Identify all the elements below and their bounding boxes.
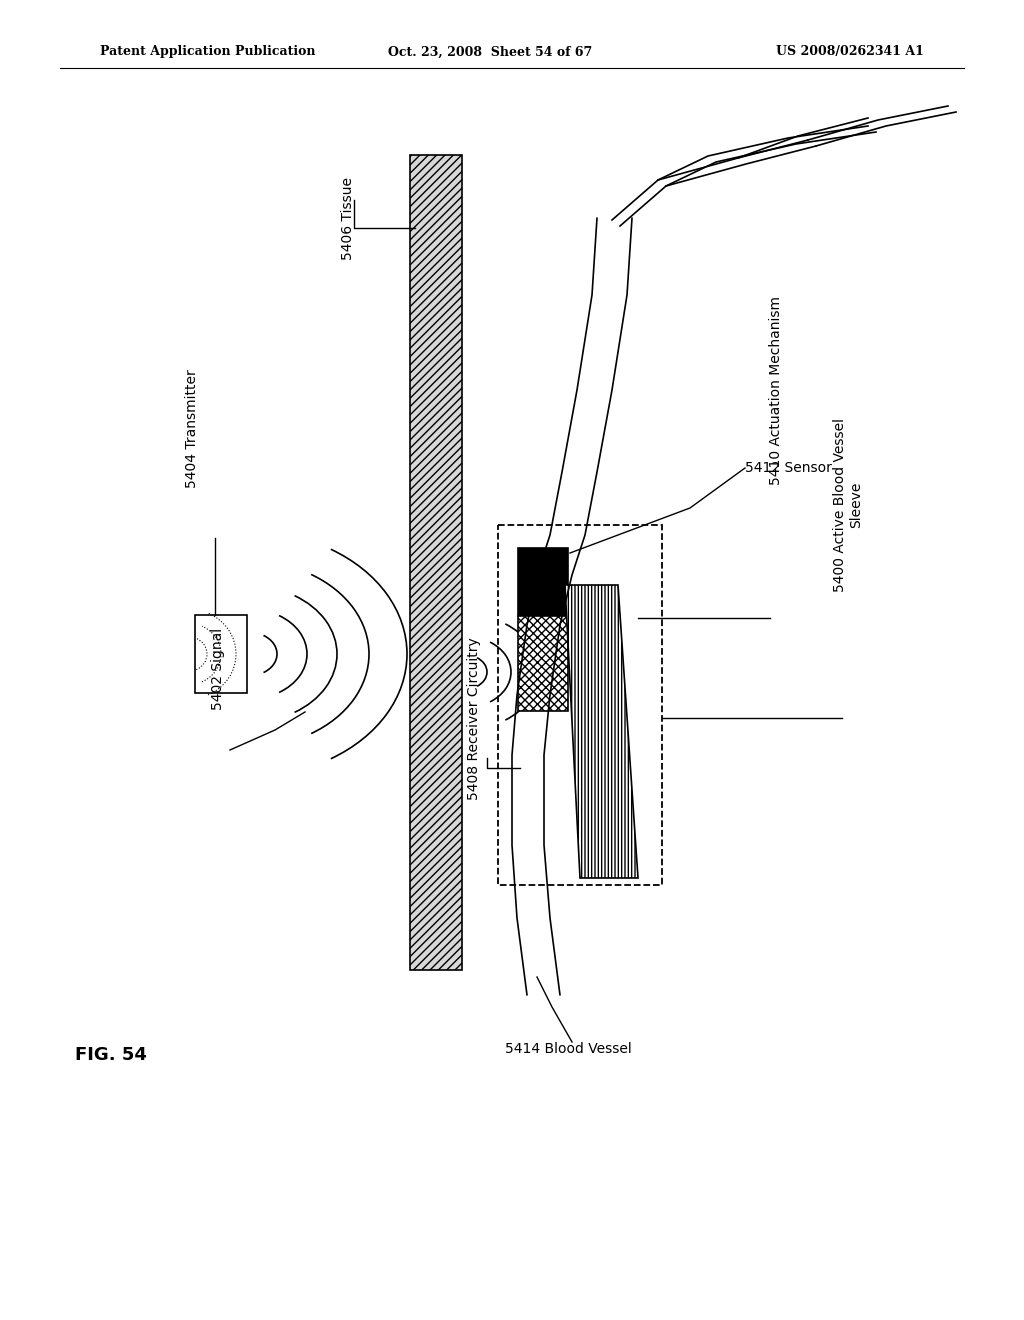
- Text: 5400 Active Blood Vessel
Sleeve: 5400 Active Blood Vessel Sleeve: [833, 418, 863, 591]
- Text: 5410 Actuation Mechanism: 5410 Actuation Mechanism: [769, 296, 783, 484]
- Text: 5406 Tissue: 5406 Tissue: [341, 177, 355, 260]
- Text: 5404 Transmitter: 5404 Transmitter: [185, 370, 199, 488]
- Bar: [518, 616, 568, 711]
- Text: 5414 Blood Vessel: 5414 Blood Vessel: [505, 1041, 632, 1056]
- Text: 5408 Receiver Circuitry: 5408 Receiver Circuitry: [467, 638, 481, 800]
- Text: US 2008/0262341 A1: US 2008/0262341 A1: [776, 45, 924, 58]
- Bar: [195, 615, 247, 693]
- Bar: [518, 548, 568, 616]
- Text: Oct. 23, 2008  Sheet 54 of 67: Oct. 23, 2008 Sheet 54 of 67: [388, 45, 592, 58]
- Polygon shape: [410, 154, 462, 970]
- Polygon shape: [565, 585, 638, 878]
- Text: 5402 Signal: 5402 Signal: [211, 628, 225, 710]
- Text: FIG. 54: FIG. 54: [75, 1045, 146, 1064]
- Text: Patent Application Publication: Patent Application Publication: [100, 45, 315, 58]
- Text: 5412 Sensor: 5412 Sensor: [745, 461, 831, 475]
